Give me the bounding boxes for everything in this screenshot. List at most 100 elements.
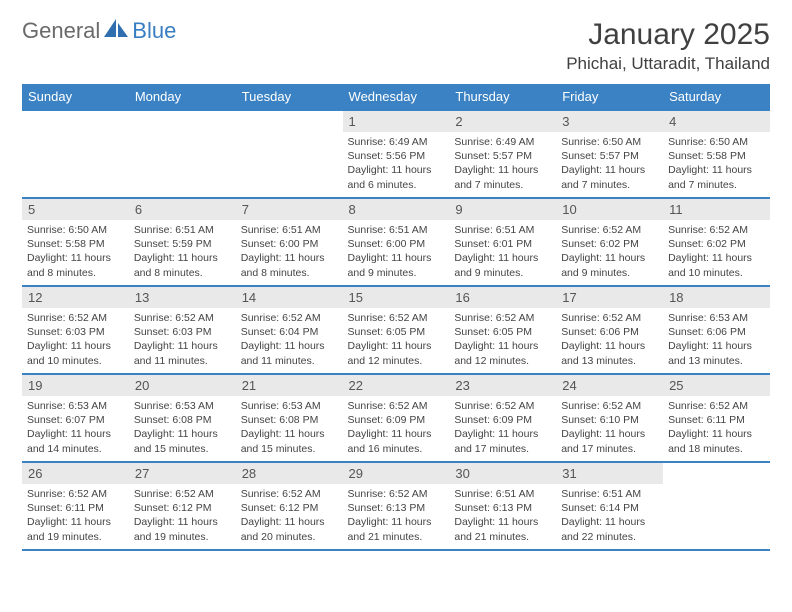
weekday-header: Tuesday — [236, 84, 343, 110]
daylight-line: Daylight: 11 hours and 7 minutes. — [561, 163, 658, 191]
calendar-day-cell — [129, 110, 236, 198]
daylight-line: Daylight: 11 hours and 14 minutes. — [27, 427, 124, 455]
calendar-day-cell: 29Sunrise: 6:52 AMSunset: 6:13 PMDayligh… — [343, 462, 450, 550]
day-details: Sunrise: 6:52 AMSunset: 6:03 PMDaylight:… — [129, 308, 236, 372]
day-number: 30 — [449, 463, 556, 484]
daylight-line: Daylight: 11 hours and 22 minutes. — [561, 515, 658, 543]
sunset-line: Sunset: 6:08 PM — [134, 413, 231, 427]
day-number: 7 — [236, 199, 343, 220]
daylight-line: Daylight: 11 hours and 20 minutes. — [241, 515, 338, 543]
sunrise-line: Sunrise: 6:53 AM — [668, 311, 765, 325]
day-number: 9 — [449, 199, 556, 220]
sunrise-line: Sunrise: 6:51 AM — [348, 223, 445, 237]
day-number: 15 — [343, 287, 450, 308]
day-details: Sunrise: 6:51 AMSunset: 6:13 PMDaylight:… — [449, 484, 556, 548]
calendar-body: 1Sunrise: 6:49 AMSunset: 5:56 PMDaylight… — [22, 110, 770, 550]
sunset-line: Sunset: 6:02 PM — [561, 237, 658, 251]
day-number: 5 — [22, 199, 129, 220]
daylight-line: Daylight: 11 hours and 16 minutes. — [348, 427, 445, 455]
sunset-line: Sunset: 6:13 PM — [454, 501, 551, 515]
day-number: 26 — [22, 463, 129, 484]
calendar-day-cell: 23Sunrise: 6:52 AMSunset: 6:09 PMDayligh… — [449, 374, 556, 462]
daylight-line: Daylight: 11 hours and 9 minutes. — [348, 251, 445, 279]
sunrise-line: Sunrise: 6:52 AM — [348, 399, 445, 413]
calendar-day-cell: 7Sunrise: 6:51 AMSunset: 6:00 PMDaylight… — [236, 198, 343, 286]
sunset-line: Sunset: 6:00 PM — [241, 237, 338, 251]
sunrise-line: Sunrise: 6:49 AM — [348, 135, 445, 149]
daylight-line: Daylight: 11 hours and 13 minutes. — [668, 339, 765, 367]
sunset-line: Sunset: 6:04 PM — [241, 325, 338, 339]
day-details: Sunrise: 6:52 AMSunset: 6:04 PMDaylight:… — [236, 308, 343, 372]
day-number: 24 — [556, 375, 663, 396]
calendar-day-cell: 16Sunrise: 6:52 AMSunset: 6:05 PMDayligh… — [449, 286, 556, 374]
sunrise-line: Sunrise: 6:52 AM — [241, 311, 338, 325]
sunrise-line: Sunrise: 6:52 AM — [241, 487, 338, 501]
daylight-line: Daylight: 11 hours and 7 minutes. — [668, 163, 765, 191]
sunset-line: Sunset: 6:06 PM — [668, 325, 765, 339]
sunset-line: Sunset: 6:12 PM — [241, 501, 338, 515]
calendar-day-cell: 2Sunrise: 6:49 AMSunset: 5:57 PMDaylight… — [449, 110, 556, 198]
day-details: Sunrise: 6:51 AMSunset: 6:00 PMDaylight:… — [236, 220, 343, 284]
sunset-line: Sunset: 5:58 PM — [27, 237, 124, 251]
weekday-header: Friday — [556, 84, 663, 110]
title-block: January 2025 Phichai, Uttaradit, Thailan… — [566, 18, 770, 74]
calendar-day-cell: 18Sunrise: 6:53 AMSunset: 6:06 PMDayligh… — [663, 286, 770, 374]
sunrise-line: Sunrise: 6:53 AM — [241, 399, 338, 413]
weekday-header: Sunday — [22, 84, 129, 110]
day-details: Sunrise: 6:52 AMSunset: 6:02 PMDaylight:… — [663, 220, 770, 284]
sunset-line: Sunset: 6:10 PM — [561, 413, 658, 427]
sunrise-line: Sunrise: 6:52 AM — [668, 399, 765, 413]
calendar-day-cell: 3Sunrise: 6:50 AMSunset: 5:57 PMDaylight… — [556, 110, 663, 198]
day-details: Sunrise: 6:52 AMSunset: 6:09 PMDaylight:… — [449, 396, 556, 460]
day-details: Sunrise: 6:50 AMSunset: 5:57 PMDaylight:… — [556, 132, 663, 196]
day-details: Sunrise: 6:53 AMSunset: 6:06 PMDaylight:… — [663, 308, 770, 372]
calendar-day-cell: 26Sunrise: 6:52 AMSunset: 6:11 PMDayligh… — [22, 462, 129, 550]
sunset-line: Sunset: 6:14 PM — [561, 501, 658, 515]
day-details: Sunrise: 6:52 AMSunset: 6:05 PMDaylight:… — [343, 308, 450, 372]
sunrise-line: Sunrise: 6:52 AM — [561, 399, 658, 413]
header: General Blue January 2025 Phichai, Uttar… — [22, 18, 770, 74]
calendar-day-cell: 14Sunrise: 6:52 AMSunset: 6:04 PMDayligh… — [236, 286, 343, 374]
calendar-day-cell: 5 Sunrise: 6:50 AMSunset: 5:58 PMDaylight… — [22, 198, 129, 286]
month-title: January 2025 — [566, 18, 770, 52]
day-details: Sunrise: 6:50 AMSunset: 5:58 PMDaylight:… — [663, 132, 770, 196]
calendar-week-row: 1Sunrise: 6:49 AMSunset: 5:56 PMDaylight… — [22, 110, 770, 198]
sunset-line: Sunset: 6:09 PM — [454, 413, 551, 427]
daylight-line: Daylight: 11 hours and 19 minutes. — [27, 515, 124, 543]
day-details: Sunrise: 6:52 AMSunset: 6:05 PMDaylight:… — [449, 308, 556, 372]
calendar-week-row: 5Sunrise: 6:50 AMSunset: 5:58 PMDaylight… — [22, 198, 770, 286]
daylight-line: Daylight: 11 hours and 12 minutes. — [348, 339, 445, 367]
sunrise-line: Sunrise: 6:52 AM — [134, 311, 231, 325]
calendar-day-cell — [236, 110, 343, 198]
sunrise-line: Sunrise: 6:52 AM — [348, 487, 445, 501]
day-number: 14 — [236, 287, 343, 308]
daylight-line: Daylight: 11 hours and 8 minutes. — [27, 251, 124, 279]
daylight-line: Daylight: 11 hours and 10 minutes. — [27, 339, 124, 367]
calendar-day-cell: 22Sunrise: 6:52 AMSunset: 6:09 PMDayligh… — [343, 374, 450, 462]
logo-text-general: General — [22, 18, 100, 44]
day-details: Sunrise: 6:52 AMSunset: 6:09 PMDaylight:… — [343, 396, 450, 460]
sunset-line: Sunset: 5:57 PM — [561, 149, 658, 163]
day-details: Sunrise: 6:52 AMSunset: 6:11 PMDaylight:… — [22, 484, 129, 548]
sunset-line: Sunset: 5:56 PM — [348, 149, 445, 163]
calendar-day-cell: 31Sunrise: 6:51 AMSunset: 6:14 PMDayligh… — [556, 462, 663, 550]
daylight-line: Daylight: 11 hours and 18 minutes. — [668, 427, 765, 455]
sunset-line: Sunset: 6:11 PM — [27, 501, 124, 515]
day-details: Sunrise: 6:52 AMSunset: 6:11 PMDaylight:… — [663, 396, 770, 460]
sunset-line: Sunset: 6:12 PM — [134, 501, 231, 515]
day-details: Sunrise: 6:51 AMSunset: 5:59 PMDaylight:… — [129, 220, 236, 284]
calendar-day-cell: 28Sunrise: 6:52 AMSunset: 6:12 PMDayligh… — [236, 462, 343, 550]
daylight-line: Daylight: 11 hours and 8 minutes. — [134, 251, 231, 279]
calendar-day-cell: 12Sunrise: 6:52 AMSunset: 6:03 PMDayligh… — [22, 286, 129, 374]
day-number: 18 — [663, 287, 770, 308]
daylight-line: Daylight: 11 hours and 11 minutes. — [241, 339, 338, 367]
calendar-day-cell: 30Sunrise: 6:51 AMSunset: 6:13 PMDayligh… — [449, 462, 556, 550]
daylight-line: Daylight: 11 hours and 7 minutes. — [454, 163, 551, 191]
sunrise-line: Sunrise: 6:50 AM — [27, 223, 124, 237]
day-number: 11 — [663, 199, 770, 220]
day-number: 16 — [449, 287, 556, 308]
sunrise-line: Sunrise: 6:52 AM — [668, 223, 765, 237]
daylight-line: Daylight: 11 hours and 21 minutes. — [348, 515, 445, 543]
day-details: Sunrise: 6:52 AMSunset: 6:12 PMDaylight:… — [236, 484, 343, 548]
calendar-day-cell: 1Sunrise: 6:49 AMSunset: 5:56 PMDaylight… — [343, 110, 450, 198]
